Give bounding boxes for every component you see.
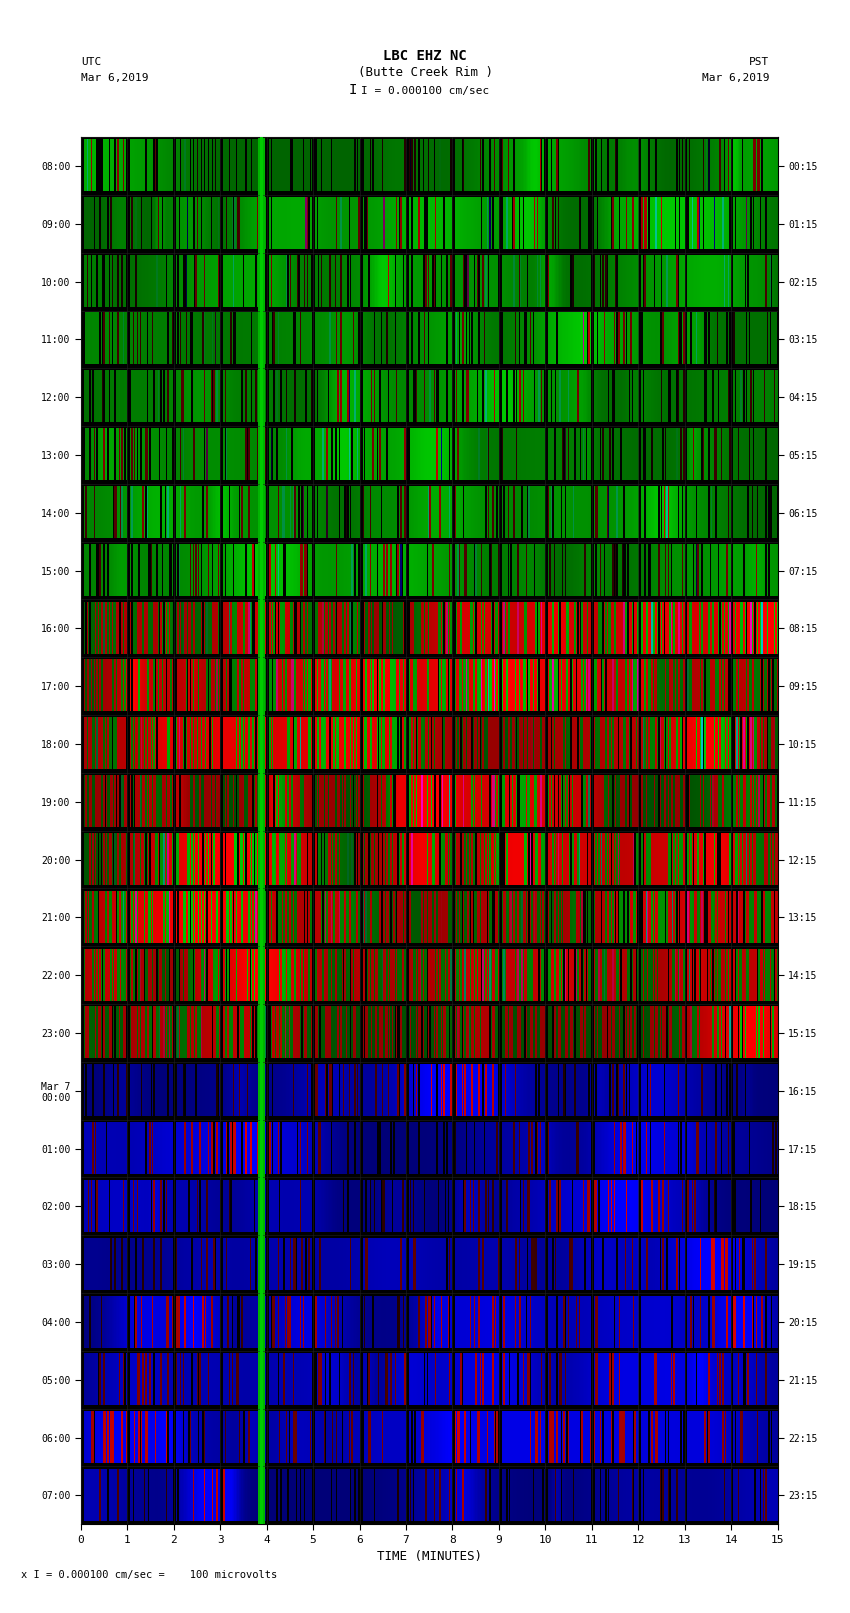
- Text: LBC EHZ NC: LBC EHZ NC: [383, 48, 467, 63]
- Text: PST: PST: [749, 56, 769, 66]
- Text: I = 0.000100 cm/sec: I = 0.000100 cm/sec: [361, 85, 489, 95]
- Text: (Butte Creek Rim ): (Butte Creek Rim ): [358, 66, 492, 79]
- Text: Mar 6,2019: Mar 6,2019: [81, 73, 148, 82]
- Text: x I = 0.000100 cm/sec =    100 microvolts: x I = 0.000100 cm/sec = 100 microvolts: [21, 1569, 277, 1579]
- X-axis label: TIME (MINUTES): TIME (MINUTES): [377, 1550, 482, 1563]
- Text: UTC: UTC: [81, 56, 101, 66]
- Text: I: I: [348, 82, 357, 97]
- Text: Mar 6,2019: Mar 6,2019: [702, 73, 769, 82]
